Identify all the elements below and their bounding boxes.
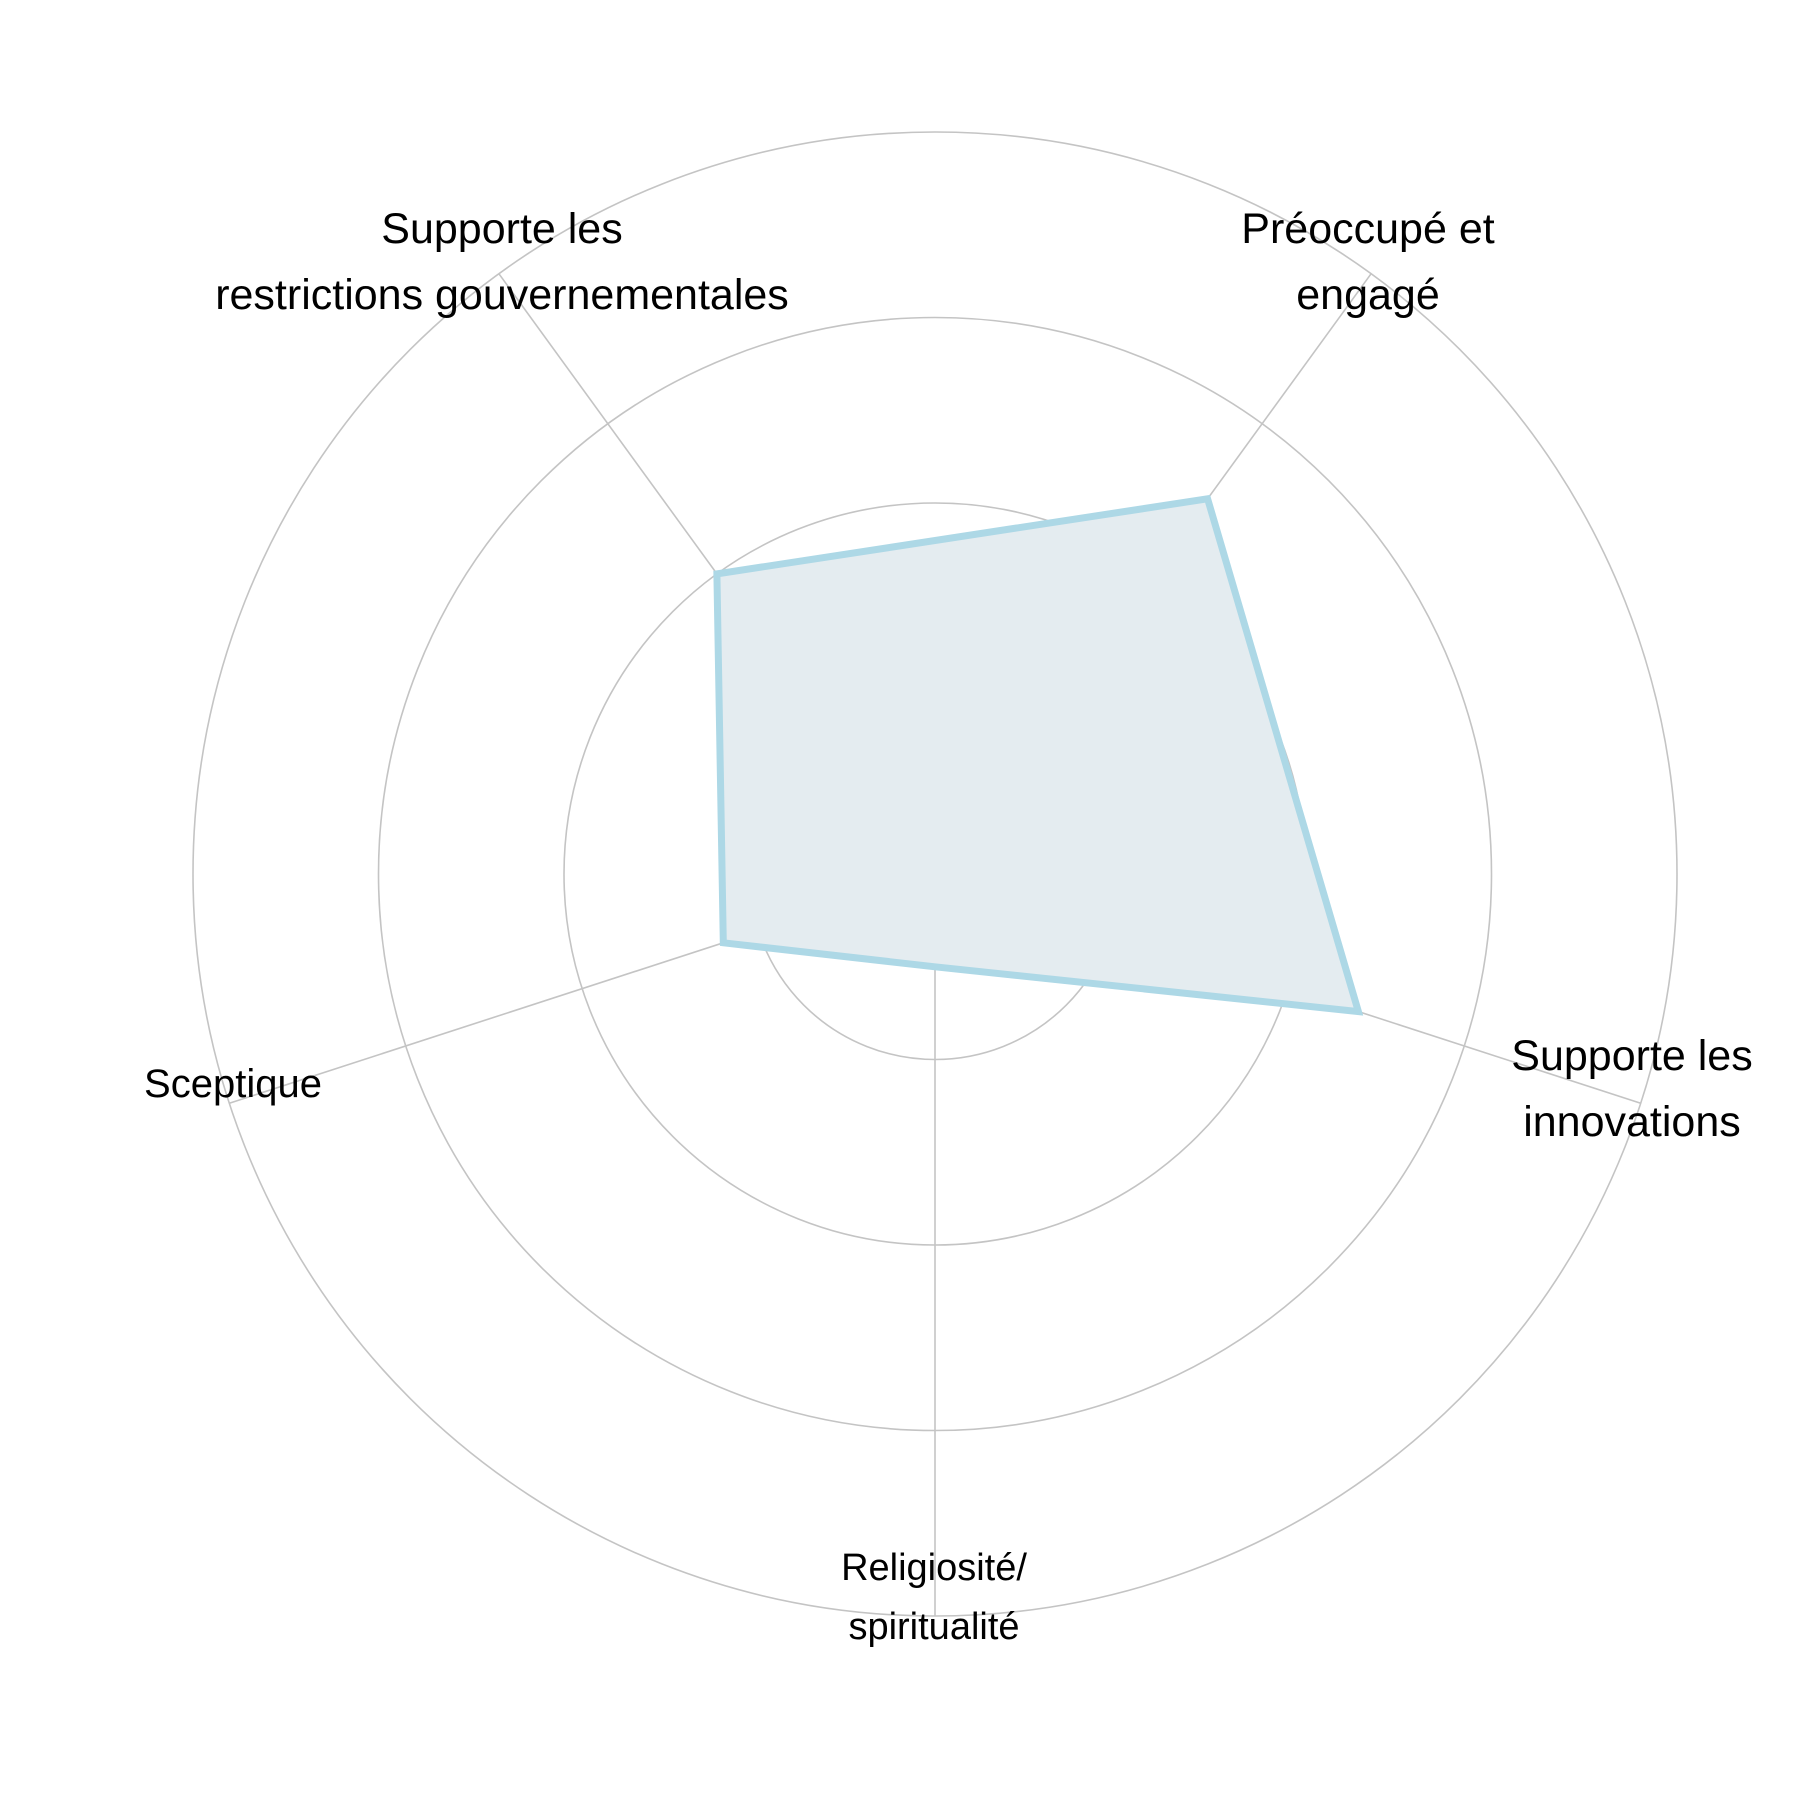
axis-label-line: Supporte les — [381, 205, 622, 253]
axis-label-1: Préoccupé et engagé — [1241, 205, 1494, 319]
axis-label-5: Supporte les restrictions gouvernementale… — [215, 205, 789, 319]
axis-label-line: Supporte les — [1511, 1032, 1752, 1080]
axis-label-line: restrictions gouvernementales — [215, 271, 789, 319]
axis-label-4: Sceptique — [144, 1062, 322, 1106]
axis-label-line: Sceptique — [144, 1062, 322, 1106]
axis-label-line: Préoccupé et — [1241, 205, 1494, 253]
series-polygon — [713, 494, 1364, 1016]
series-group — [713, 494, 1364, 1016]
axis-label-line: innovations — [1523, 1098, 1741, 1146]
axis-label-3: Religiosité/spiritualité — [841, 1547, 1027, 1648]
axis-labels: Préoccupé et engagé Supporte les innovation… — [144, 205, 1753, 1648]
axis-label-line: engagé — [1296, 271, 1440, 319]
axis-label-line: spiritualité — [848, 1606, 1019, 1648]
axis-label-line: Religiosité/ — [841, 1547, 1027, 1589]
axis-label-2: Supporte les innovations — [1511, 1032, 1752, 1146]
